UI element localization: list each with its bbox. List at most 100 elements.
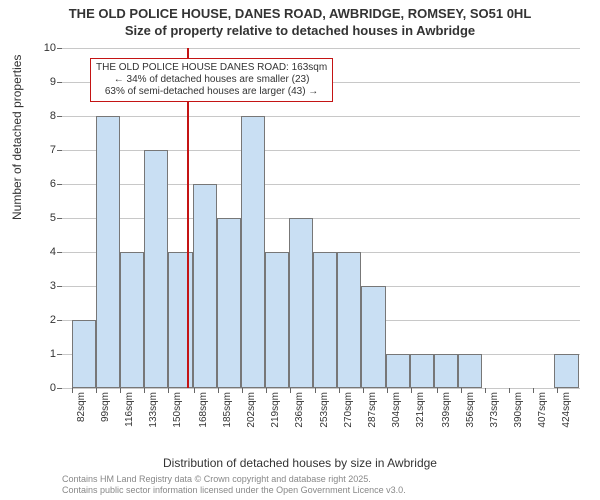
xtick-mark — [218, 388, 219, 393]
ytick-label: 2 — [26, 314, 56, 326]
histogram-bar — [289, 218, 313, 388]
xtick-mark — [120, 388, 121, 393]
xtick-label: 82sqm — [76, 392, 87, 422]
xtick-mark — [339, 388, 340, 393]
histogram-bar — [386, 354, 410, 388]
xtick-label: 253sqm — [319, 392, 330, 428]
ytick-label: 10 — [26, 42, 56, 54]
xtick-mark — [461, 388, 462, 393]
xtick-label: 373sqm — [489, 392, 500, 428]
xtick-mark — [72, 388, 73, 393]
grid-line — [62, 184, 580, 185]
histogram-bar — [144, 150, 168, 388]
ytick-mark — [57, 150, 62, 151]
title-line-1: THE OLD POLICE HOUSE, DANES ROAD, AWBRID… — [69, 6, 532, 21]
xtick-label: 202sqm — [246, 392, 257, 428]
ytick-label: 1 — [26, 348, 56, 360]
xtick-mark — [437, 388, 438, 393]
xtick-label: 133sqm — [148, 392, 159, 428]
xtick-mark — [509, 388, 510, 393]
footer-line-1: Contains HM Land Registry data © Crown c… — [62, 474, 371, 484]
xtick-label: 168sqm — [198, 392, 209, 428]
histogram-bar — [241, 116, 265, 388]
histogram-bar — [361, 286, 385, 388]
grid-line — [62, 48, 580, 49]
ytick-label: 4 — [26, 246, 56, 258]
xtick-mark — [485, 388, 486, 393]
footer-attribution: Contains HM Land Registry data © Crown c… — [62, 474, 406, 496]
ytick-mark — [57, 388, 62, 389]
ytick-mark — [57, 252, 62, 253]
ytick-label: 0 — [26, 382, 56, 394]
ytick-mark — [57, 116, 62, 117]
histogram-bar — [96, 116, 120, 388]
xtick-label: 356sqm — [465, 392, 476, 428]
xtick-label: 116sqm — [124, 392, 135, 427]
grid-line — [62, 218, 580, 219]
ytick-mark — [57, 320, 62, 321]
xtick-label: 150sqm — [172, 392, 183, 428]
xtick-mark — [144, 388, 145, 393]
xtick-mark — [557, 388, 558, 393]
xtick-mark — [194, 388, 195, 393]
histogram-bar — [72, 320, 96, 388]
histogram-bar — [337, 252, 361, 388]
xtick-label: 236sqm — [294, 392, 305, 428]
chart-title: THE OLD POLICE HOUSE, DANES ROAD, AWBRID… — [0, 0, 600, 40]
ytick-label: 3 — [26, 280, 56, 292]
xtick-label: 219sqm — [270, 392, 281, 428]
xtick-mark — [363, 388, 364, 393]
histogram-bar — [120, 252, 144, 388]
ytick-label: 6 — [26, 178, 56, 190]
plot-region: 012345678910THE OLD POLICE HOUSE DANES R… — [62, 48, 580, 389]
ytick-label: 7 — [26, 144, 56, 156]
xtick-label: 99sqm — [100, 392, 111, 422]
histogram-bar — [554, 354, 578, 388]
grid-line — [62, 116, 580, 117]
xtick-mark — [290, 388, 291, 393]
histogram-bar — [168, 252, 192, 388]
histogram-bar — [458, 354, 482, 388]
xtick-label: 424sqm — [561, 392, 572, 428]
xtick-mark — [315, 388, 316, 393]
xtick-label: 270sqm — [343, 392, 354, 428]
histogram-bar — [410, 354, 434, 388]
callout-box: THE OLD POLICE HOUSE DANES ROAD: 163sqm←… — [90, 58, 333, 102]
ytick-mark — [57, 354, 62, 355]
ytick-mark — [57, 48, 62, 49]
histogram-bar — [313, 252, 337, 388]
xtick-mark — [533, 388, 534, 393]
xtick-mark — [168, 388, 169, 393]
histogram-bar — [265, 252, 289, 388]
ytick-label: 5 — [26, 212, 56, 224]
chart-area: 012345678910THE OLD POLICE HOUSE DANES R… — [62, 48, 580, 428]
ytick-mark — [57, 184, 62, 185]
xtick-mark — [387, 388, 388, 393]
ytick-label: 8 — [26, 110, 56, 122]
callout-line-2: ← 34% of detached houses are smaller (23… — [114, 74, 310, 85]
grid-line — [62, 150, 580, 151]
callout-line-1: THE OLD POLICE HOUSE DANES ROAD: 163sqm — [96, 62, 327, 73]
xtick-label: 287sqm — [367, 392, 378, 428]
ytick-mark — [57, 82, 62, 83]
xtick-label: 185sqm — [222, 392, 233, 428]
ytick-mark — [57, 286, 62, 287]
xtick-mark — [96, 388, 97, 393]
histogram-bar — [434, 354, 458, 388]
xtick-label: 304sqm — [391, 392, 402, 428]
y-axis-label: Number of detached properties — [10, 55, 24, 220]
histogram-bar — [217, 218, 241, 388]
xtick-label: 407sqm — [537, 392, 548, 428]
xtick-mark — [411, 388, 412, 393]
xtick-label: 339sqm — [441, 392, 452, 428]
xtick-mark — [266, 388, 267, 393]
ytick-label: 9 — [26, 76, 56, 88]
footer-line-2: Contains public sector information licen… — [62, 485, 406, 495]
histogram-bar — [193, 184, 217, 388]
x-axis-label: Distribution of detached houses by size … — [0, 456, 600, 470]
xtick-mark — [242, 388, 243, 393]
title-line-2: Size of property relative to detached ho… — [125, 23, 475, 38]
callout-line-3: 63% of semi-detached houses are larger (… — [105, 86, 318, 97]
xtick-label: 321sqm — [415, 392, 426, 428]
grid-line — [62, 388, 580, 389]
